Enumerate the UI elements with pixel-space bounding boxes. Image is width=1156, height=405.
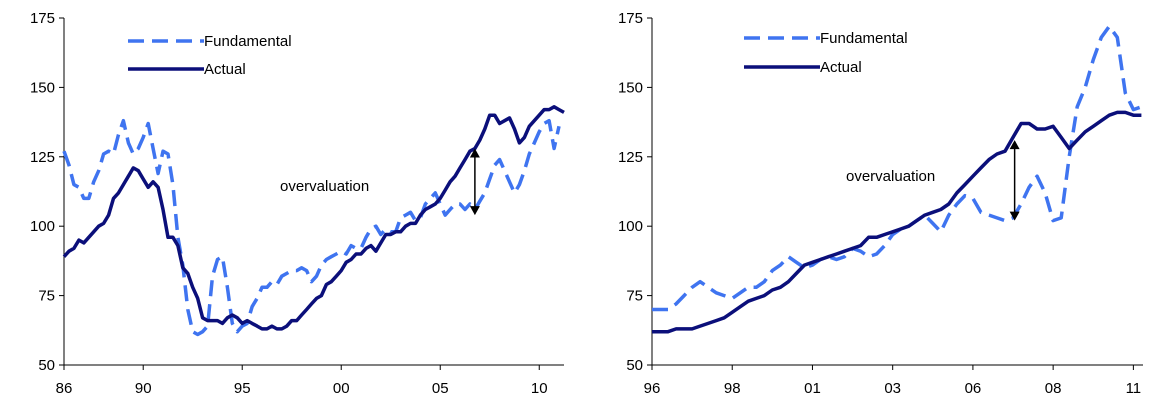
x-tick-label: 05 [432,380,449,397]
y-tick-label: 50 [626,357,643,374]
legend-label-fundamental: Fundamental [820,30,908,47]
x-tick-label: 86 [56,380,73,397]
x-tick-label: 90 [135,380,152,397]
x-tick-label: 98 [724,380,741,397]
annotation-label: overvaluation [846,168,935,185]
chart-right: 50 75 100 125 150 175 96 98 01 03 06 08 11 Fundamenta… [578,0,1156,405]
chart-left-svg: 50 75 100 125 150 175 86 90 95 00 05 10 Fundamental A… [30,10,565,397]
x-tick-label: 06 [965,380,982,397]
x-tick-label: 08 [1045,380,1062,397]
y-tick-label: 125 [30,149,55,166]
y-tick-label: 150 [618,79,643,96]
x-tick-label: 11 [1126,380,1142,397]
y-tick-label: 125 [618,149,643,166]
legend-label-actual: Actual [820,59,862,76]
legend-label-fundamental: Fundamental [204,33,292,50]
x-tick-label: 96 [644,380,661,397]
x-tick-label: 01 [804,380,821,397]
y-tick-label: 175 [30,10,55,27]
x-tick-label: 95 [234,380,251,397]
series-line-actual [62,105,565,331]
y-tick-label: 50 [38,357,55,374]
y-tick-label: 75 [38,288,55,305]
series-line-actual [652,110,1142,334]
x-tick-label: 00 [333,380,350,397]
y-tick-label: 75 [626,288,643,305]
chart-left: 50 75 100 125 150 175 86 90 95 00 05 10 Fundamental A… [30,10,565,397]
chart-right-svg: 50 75 100 125 150 175 96 98 01 03 06 08 11 Fundamenta… [618,10,1143,397]
annotation-arrow-head-down [469,206,480,216]
annotation-label: overvaluation [280,178,369,195]
y-tick-label: 100 [618,218,643,235]
y-tick-label: 150 [30,79,55,96]
x-tick-label: 10 [531,380,548,397]
legend-label-actual: Actual [204,61,246,78]
annotation-arrow-head-up [1009,140,1020,150]
y-tick-label: 175 [618,10,643,27]
annotation-arrow-head-up [469,148,480,158]
annotation-arrow-head-down [1009,211,1020,221]
x-tick-label: 03 [884,380,901,397]
y-tick-label: 100 [30,218,55,235]
